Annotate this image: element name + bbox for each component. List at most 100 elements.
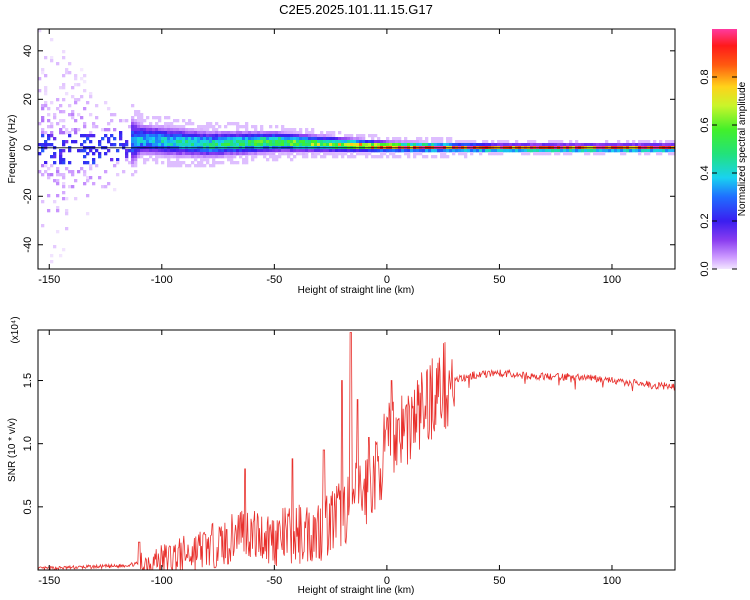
heatmap-cell — [143, 149, 147, 153]
heatmap-cell — [194, 128, 198, 132]
heatmap-cell — [86, 161, 90, 165]
heatmap-cell — [329, 134, 333, 138]
heatmap-cell — [65, 227, 69, 231]
heatmap-cell — [314, 137, 318, 141]
heatmap-cell — [161, 131, 165, 135]
colorbar-label: Normalized spectral amplitude — [737, 81, 748, 216]
snr-x-tick-label: 0 — [384, 575, 390, 587]
heatmap-cell — [386, 140, 390, 144]
heatmap-cell — [335, 137, 339, 141]
heatmap-cell — [182, 149, 186, 153]
heatmap-cell — [413, 143, 417, 147]
heatmap-cell — [251, 140, 255, 144]
heatmap-cell — [59, 158, 63, 162]
spectrogram-x-tick-label: -150 — [38, 274, 60, 286]
heatmap-cell — [62, 161, 66, 165]
heatmap-cell — [326, 137, 330, 141]
heatmap-cell — [398, 149, 402, 153]
heatmap-cell — [362, 152, 366, 156]
heatmap-cell — [281, 140, 285, 144]
heatmap-cell — [341, 152, 345, 156]
heatmap-cell — [353, 140, 357, 144]
heatmap-cell — [323, 152, 327, 156]
snr-y-tick-label: 1.5 — [22, 373, 34, 388]
heatmap-cell — [230, 131, 234, 135]
heatmap-cell — [170, 161, 174, 165]
heatmap-cell — [536, 143, 540, 147]
heatmap-cell — [266, 137, 270, 141]
heatmap-cell — [341, 149, 345, 153]
heatmap-cell — [152, 131, 156, 135]
heatmap-cell — [143, 158, 147, 162]
heatmap-cell — [290, 128, 294, 132]
heatmap-cell — [89, 92, 93, 96]
heatmap-cell — [245, 128, 249, 132]
heatmap-cell — [584, 149, 588, 153]
heatmap-cell — [134, 164, 138, 168]
heatmap-cell — [425, 140, 429, 144]
heatmap-cell — [47, 209, 51, 213]
heatmap-cell — [167, 149, 171, 153]
heatmap-cell — [188, 143, 192, 147]
heatmap-cell — [287, 149, 291, 153]
heatmap-cell — [218, 134, 222, 138]
heatmap-cell — [173, 155, 177, 159]
heatmap-cell — [107, 107, 111, 111]
heatmap-cell — [92, 158, 96, 162]
heatmap-cell — [134, 125, 138, 129]
heatmap-cell — [176, 158, 180, 162]
heatmap-cell — [230, 140, 234, 144]
heatmap-cell — [179, 155, 183, 159]
heatmap-cell — [104, 134, 108, 138]
heatmap-cell — [533, 143, 537, 147]
heatmap-cell — [491, 152, 495, 156]
heatmap-cell — [224, 134, 228, 138]
heatmap-cell — [599, 143, 603, 147]
heatmap-cell — [458, 143, 462, 147]
heatmap-cell — [146, 152, 150, 156]
heatmap-cell — [290, 140, 294, 144]
heatmap-cell — [167, 125, 171, 129]
heatmap-cell — [287, 140, 291, 144]
heatmap-cell — [194, 158, 198, 162]
heatmap-cell — [455, 143, 459, 147]
heatmap-cell — [161, 152, 165, 156]
heatmap-cell — [59, 155, 63, 159]
heatmap-cell — [197, 140, 201, 144]
heatmap-cell — [443, 143, 447, 147]
heatmap-cell — [221, 155, 225, 159]
heatmap-cell — [194, 140, 198, 144]
heatmap-cell — [641, 140, 645, 144]
heatmap-cell — [482, 143, 486, 147]
heatmap-cell — [131, 152, 135, 156]
heatmap-cell — [356, 149, 360, 153]
heatmap-cell — [599, 152, 603, 156]
heatmap-cell — [254, 149, 258, 153]
heatmap-cell — [173, 125, 177, 129]
heatmap-cell — [236, 143, 240, 147]
heatmap-cell — [470, 152, 474, 156]
heatmap-cell — [674, 152, 675, 156]
heatmap-cell — [428, 143, 432, 147]
heatmap-cell — [179, 164, 183, 168]
heatmap-cell — [341, 137, 345, 141]
heatmap-cell — [212, 152, 216, 156]
spectrogram-y-tick-label: -20 — [22, 188, 34, 204]
heatmap-cell — [107, 137, 111, 141]
heatmap-cell — [317, 149, 321, 153]
heatmap-cell — [359, 137, 363, 141]
heatmap-cell — [74, 131, 78, 135]
heatmap-cell — [296, 131, 300, 135]
heatmap-cell — [146, 116, 150, 120]
heatmap-cell — [182, 143, 186, 147]
heatmap-cell — [308, 140, 312, 144]
heatmap-cell — [332, 149, 336, 153]
heatmap-cell — [41, 200, 45, 204]
heatmap-cell — [299, 131, 303, 135]
heatmap-cell — [140, 125, 144, 129]
heatmap-cell — [389, 143, 393, 147]
heatmap-cell — [344, 149, 348, 153]
heatmap-cell — [338, 131, 342, 135]
heatmap-cell — [257, 152, 261, 156]
heatmap-cell — [617, 149, 621, 153]
